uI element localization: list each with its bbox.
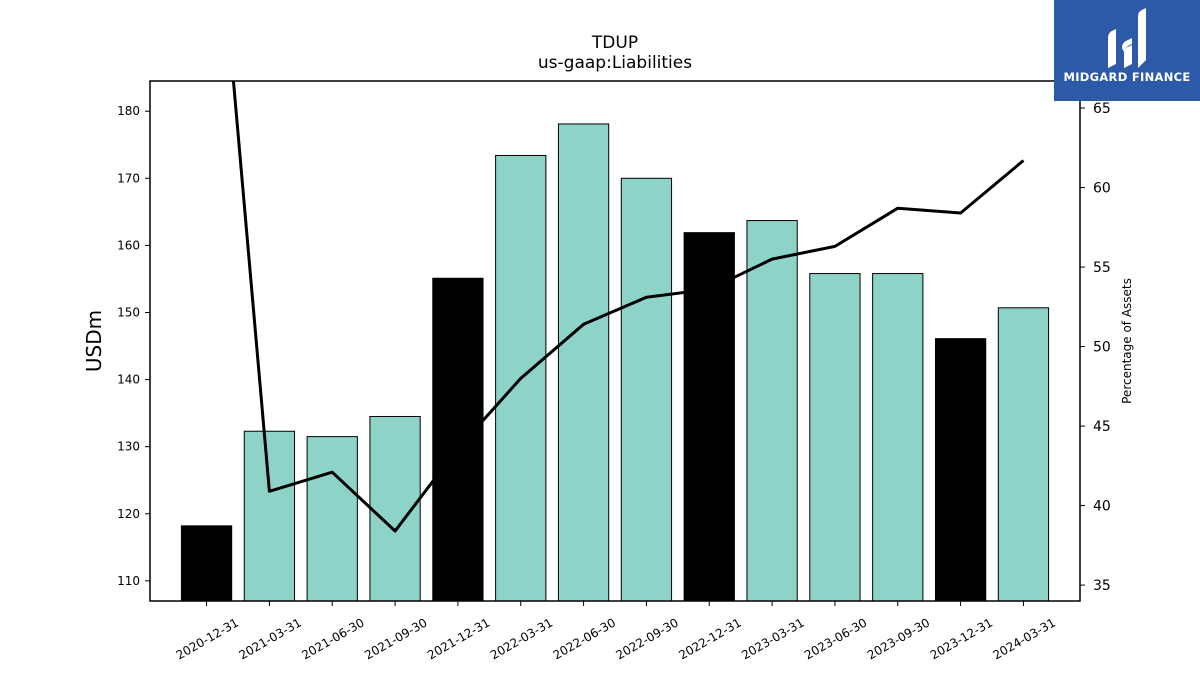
y2-axis-label: Percentage of Assets xyxy=(1120,278,1134,404)
y-tick-label: 150 xyxy=(117,305,140,319)
x-tick-label: 2023-12-31 xyxy=(928,615,995,662)
line-layer xyxy=(231,81,1025,533)
x-tick-label: 2020-12-31 xyxy=(174,615,241,662)
bar-2021-12-31 xyxy=(432,277,484,602)
y-tick-label: 170 xyxy=(117,171,140,185)
bar-2021-03-31 xyxy=(243,430,296,602)
x-tick-label: 2022-03-31 xyxy=(488,615,555,662)
chart-title: TDUP xyxy=(591,33,638,53)
bars-layer xyxy=(180,123,1050,602)
y2-tick-label: 55 xyxy=(1093,260,1111,276)
y-tick-label: 130 xyxy=(117,440,140,454)
percentage-line xyxy=(231,81,1025,533)
x-tick-label: 2024-03-31 xyxy=(991,615,1058,662)
bar-2021-06-30 xyxy=(306,436,358,602)
y-axis-label: USDm xyxy=(82,310,106,372)
x-tick-label: 2022-12-31 xyxy=(676,615,743,662)
y-tick-label: 160 xyxy=(117,238,140,252)
x-tick-label: 2021-12-31 xyxy=(425,615,492,662)
bar-2023-03-31 xyxy=(746,220,798,602)
bar-2020-12-31 xyxy=(180,525,233,602)
x-tick-label: 2023-03-31 xyxy=(739,615,806,662)
midgard-logo-icon xyxy=(1108,8,1146,68)
y2-tick-label: 35 xyxy=(1093,578,1111,594)
x-tick-label: 2021-09-30 xyxy=(362,615,429,662)
x-tick-label: 2021-03-31 xyxy=(236,615,303,662)
y-tick-label: 110 xyxy=(117,574,140,588)
bar-2024-03-31 xyxy=(997,307,1050,602)
y-tick-label: 120 xyxy=(117,507,140,521)
x-tick-label: 2023-09-30 xyxy=(865,615,932,662)
x-tick-label: 2022-09-30 xyxy=(614,615,681,662)
bar-2022-12-31 xyxy=(683,232,735,602)
x-tick-label: 2022-06-30 xyxy=(551,615,618,662)
bar-2022-09-30 xyxy=(620,177,673,602)
bar-2023-06-30 xyxy=(809,273,861,602)
y-tick-label: 180 xyxy=(117,104,140,118)
brand-name: MIDGARD FINANCE xyxy=(1063,70,1191,84)
y2-tick-label: 65 xyxy=(1093,101,1111,117)
brand-logo: MIDGARD FINANCE xyxy=(1054,0,1200,101)
y2-tick-label: 60 xyxy=(1093,181,1111,197)
chart-subtitle: us-gaap:Liabilities xyxy=(538,53,692,73)
bar-2022-06-30 xyxy=(557,123,610,602)
x-tick-label: 2023-06-30 xyxy=(802,615,869,662)
bar-2023-12-31 xyxy=(934,338,987,602)
y2-tick-label: 40 xyxy=(1093,499,1111,515)
y2-tick-label: 45 xyxy=(1093,419,1111,435)
bar-2023-09-30 xyxy=(872,273,924,602)
y2-tick-label: 50 xyxy=(1093,340,1111,356)
y-tick-label: 140 xyxy=(117,373,140,387)
plot-frame xyxy=(149,80,1081,602)
x-tick-label: 2021-06-30 xyxy=(299,615,366,662)
